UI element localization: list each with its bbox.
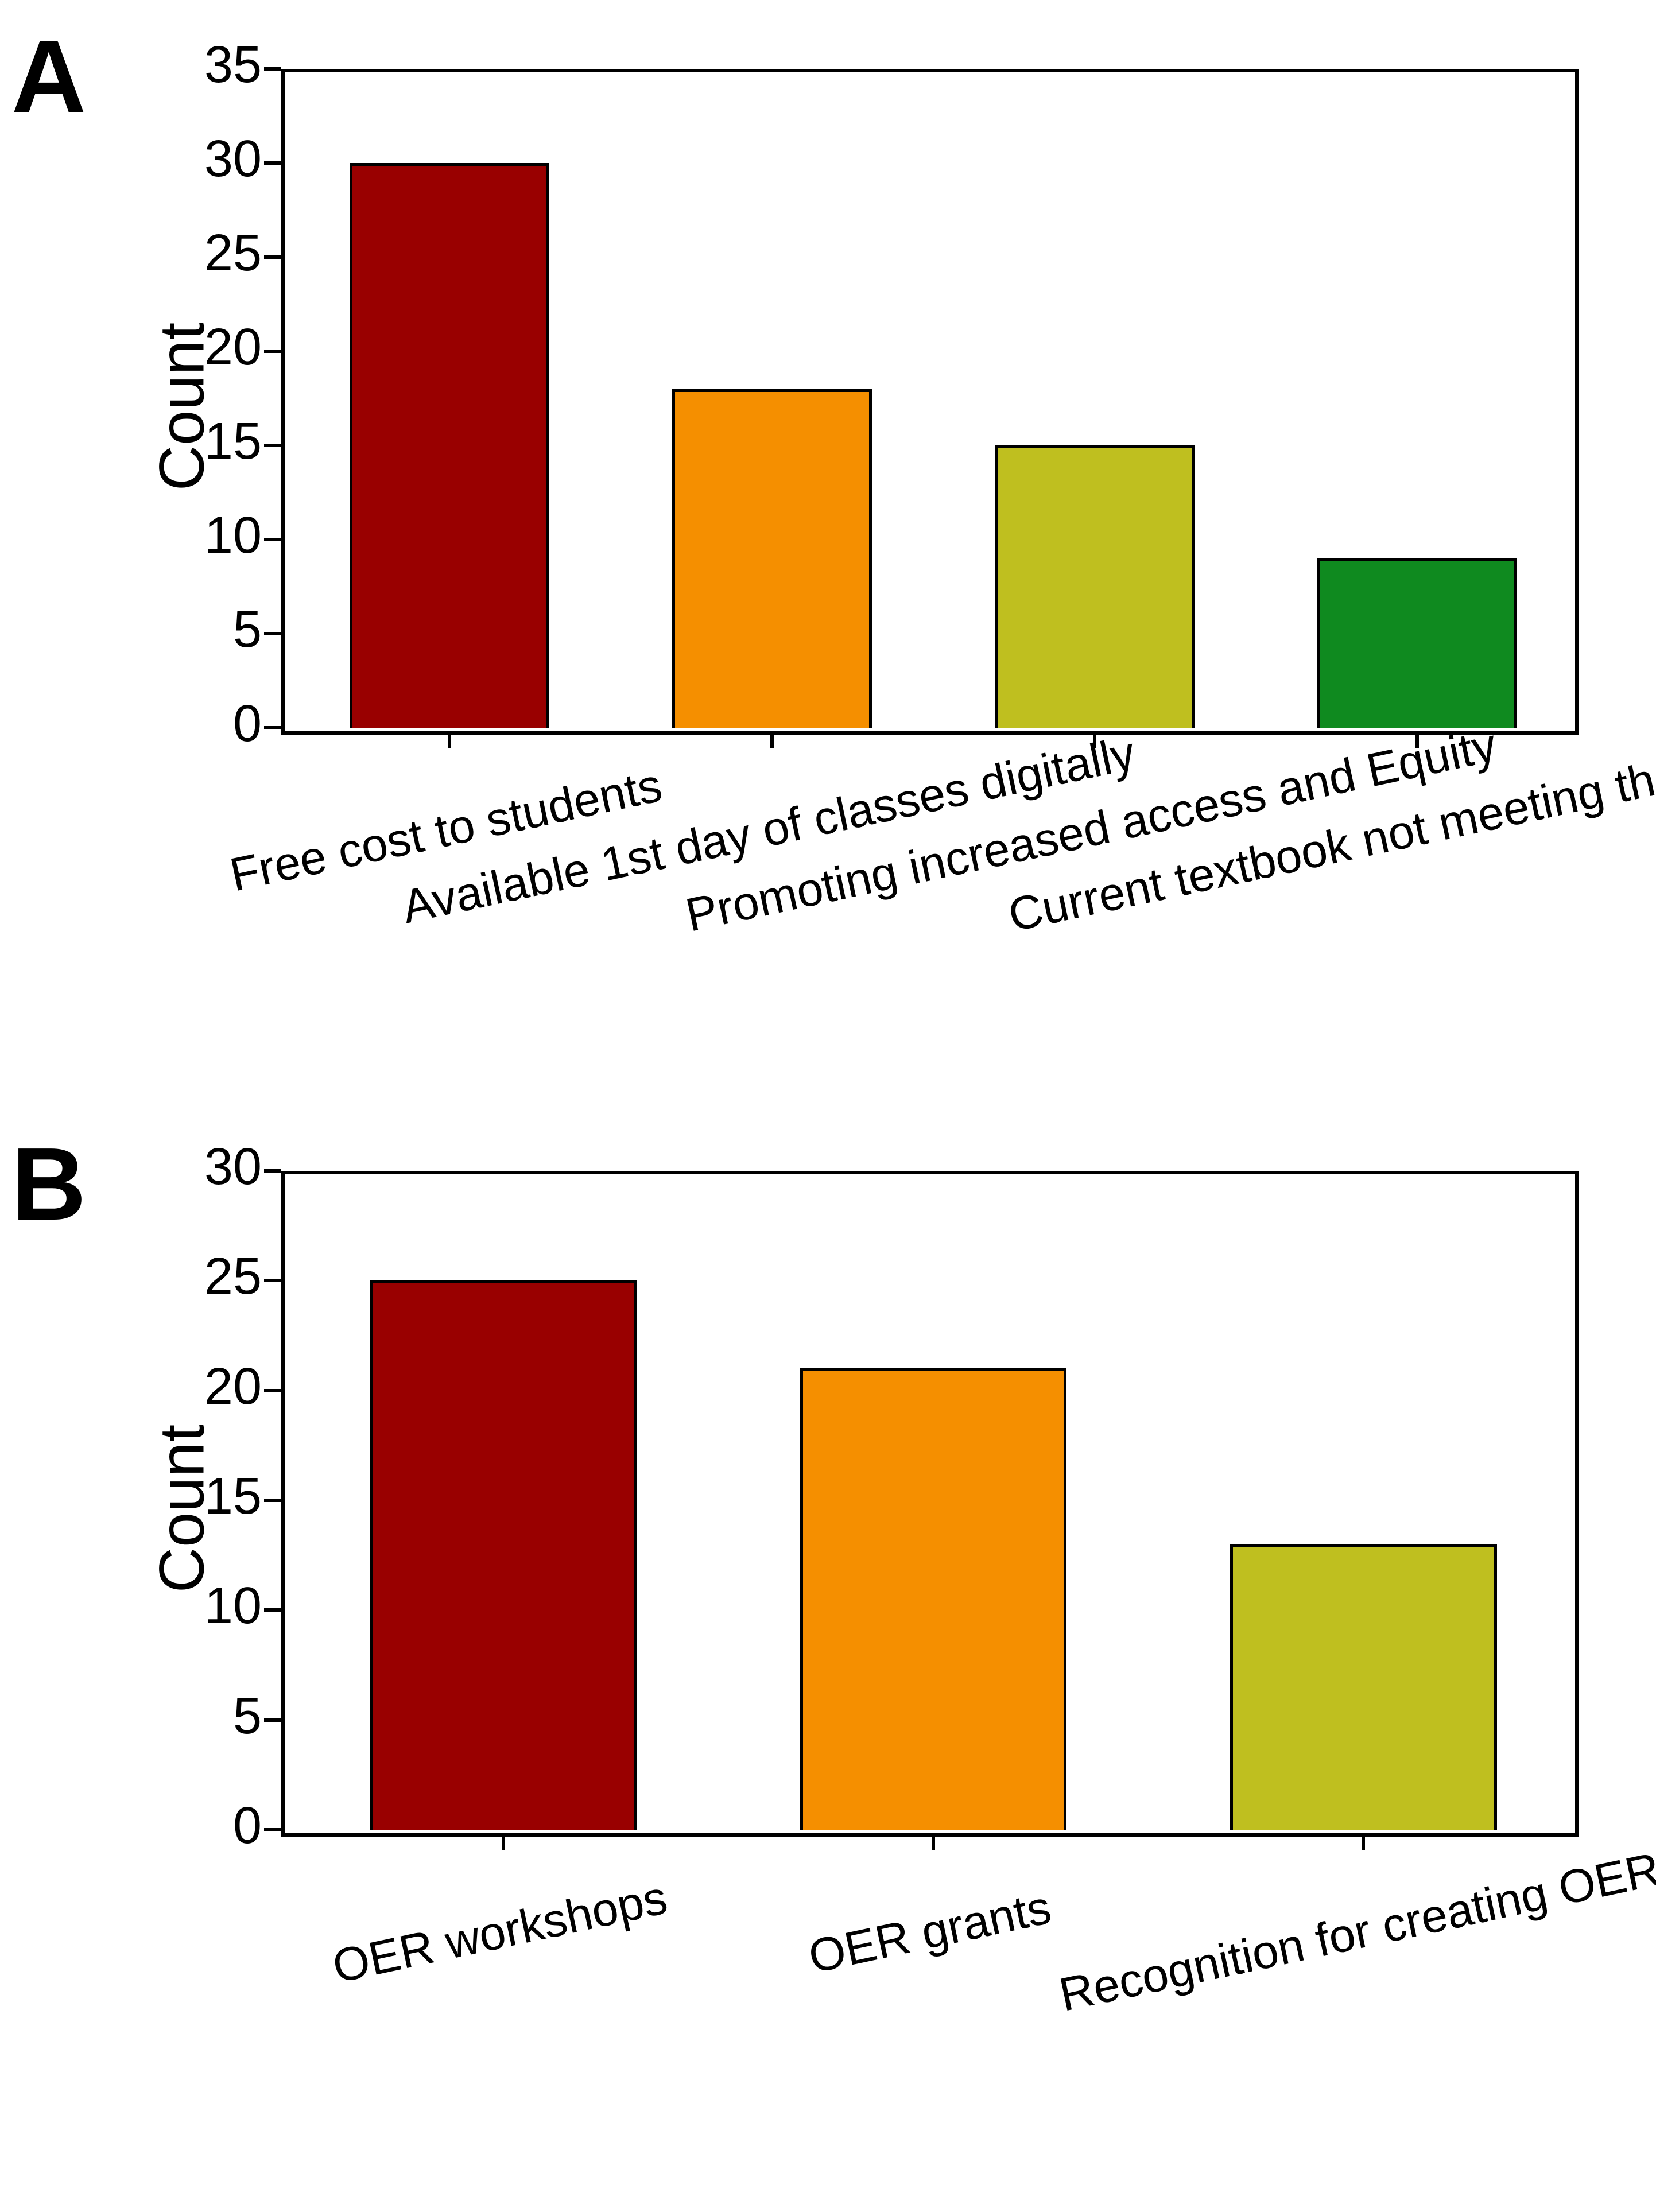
ytick-mark [264, 538, 281, 541]
ytick-label: 25 [170, 1247, 262, 1306]
ytick-label: 0 [170, 1796, 262, 1856]
ytick-label: 30 [170, 1138, 262, 1197]
chart-b-plot-area: 051015202530 [281, 1171, 1579, 1837]
ytick-mark [264, 1718, 281, 1722]
ytick-mark [264, 1828, 281, 1831]
bar [1230, 1544, 1497, 1830]
panel-label-a: A [11, 17, 86, 136]
ytick-mark [264, 1389, 281, 1392]
y-axis-label: Count [145, 323, 218, 491]
bar [672, 389, 872, 728]
panel-label-b: B [11, 1125, 86, 1244]
ytick-mark [264, 1608, 281, 1612]
ytick-label: 0 [170, 694, 262, 754]
xtick-mark [502, 1833, 505, 1850]
bar [800, 1368, 1067, 1830]
ytick-label: 30 [170, 130, 262, 189]
ytick-mark [264, 161, 281, 165]
xtick-mark [1362, 1833, 1365, 1850]
chart-a-plot-area: 05101520253035 [281, 69, 1579, 735]
bar [1317, 558, 1517, 728]
bar [995, 445, 1195, 728]
ytick-label: 5 [170, 600, 262, 659]
ytick-mark [264, 1279, 281, 1282]
xtick-label: OER grants [804, 1880, 1056, 1984]
ytick-mark [264, 632, 281, 635]
ytick-label: 5 [170, 1687, 262, 1746]
ytick-mark [264, 350, 281, 353]
xtick-label: Recognition for creating OER [1055, 1842, 1656, 2023]
ytick-label: 35 [170, 36, 262, 95]
bar [350, 163, 549, 728]
y-axis-label: Count [145, 1425, 218, 1593]
ytick-label: 20 [170, 1357, 262, 1417]
ytick-mark [264, 1499, 281, 1502]
xtick-mark [770, 731, 774, 748]
ytick-mark [264, 67, 281, 71]
bar [370, 1280, 637, 1830]
xtick-mark [448, 731, 451, 748]
ytick-label: 10 [170, 506, 262, 565]
ytick-mark [264, 255, 281, 259]
xtick-mark [932, 1833, 935, 1850]
ytick-mark [264, 444, 281, 447]
ytick-label: 25 [170, 224, 262, 283]
ytick-mark [264, 1169, 281, 1173]
ytick-mark [264, 726, 281, 729]
xtick-label: OER workshops [328, 1871, 672, 1994]
